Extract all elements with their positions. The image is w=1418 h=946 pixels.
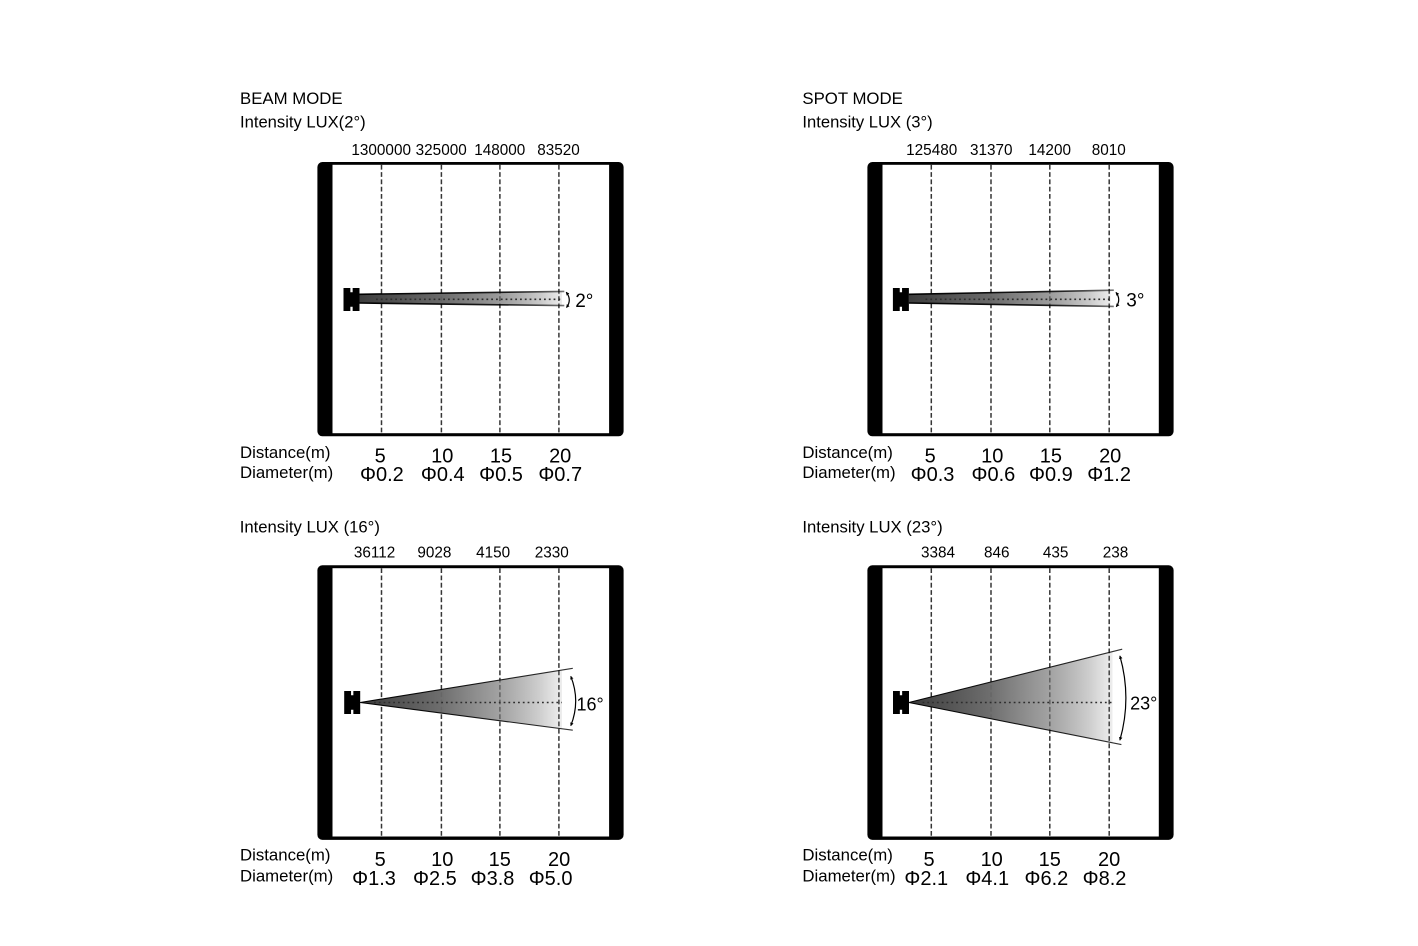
svg-text:20: 20 [1098, 849, 1120, 871]
svg-text:20: 20 [548, 849, 570, 871]
svg-text:36112: 36112 [354, 545, 395, 562]
svg-text:15: 15 [1039, 849, 1061, 871]
svg-text:83520: 83520 [537, 142, 580, 159]
svg-text:Φ0.9: Φ0.9 [1029, 464, 1073, 486]
svg-text:20: 20 [549, 446, 571, 468]
svg-text:BEAM MODE: BEAM MODE [240, 89, 343, 108]
svg-text:Diameter(m): Diameter(m) [802, 463, 895, 482]
svg-text:Distance(m): Distance(m) [802, 846, 892, 865]
svg-text:Diameter(m): Diameter(m) [240, 463, 333, 482]
svg-text:15: 15 [490, 446, 512, 468]
svg-text:5: 5 [924, 849, 935, 871]
svg-text:Φ0.6: Φ0.6 [972, 464, 1016, 486]
svg-text:20: 20 [1099, 446, 1121, 468]
svg-text:15: 15 [489, 849, 511, 871]
svg-text:Φ0.2: Φ0.2 [360, 464, 404, 486]
svg-text:Φ3.8: Φ3.8 [471, 868, 515, 890]
svg-text:Distance(m): Distance(m) [240, 443, 330, 462]
svg-text:Φ0.7: Φ0.7 [538, 464, 582, 486]
svg-text:1300000: 1300000 [351, 142, 411, 159]
svg-text:SPOT MODE: SPOT MODE [802, 89, 902, 108]
svg-text:Intensity LUX(2°): Intensity LUX(2°) [240, 112, 366, 131]
svg-text:125480: 125480 [906, 142, 957, 159]
svg-text:Φ6.2: Φ6.2 [1025, 868, 1069, 890]
svg-text:4150: 4150 [476, 545, 510, 562]
svg-text:325000: 325000 [416, 142, 467, 159]
svg-text:Φ4.1: Φ4.1 [965, 868, 1009, 890]
svg-text:3°: 3° [1126, 291, 1144, 312]
svg-text:Φ1.2: Φ1.2 [1087, 464, 1131, 486]
svg-text:435: 435 [1043, 545, 1069, 562]
svg-text:9028: 9028 [417, 545, 451, 562]
svg-text:8010: 8010 [1092, 142, 1126, 159]
svg-text:10: 10 [981, 446, 1003, 468]
svg-text:Φ1.3: Φ1.3 [352, 868, 396, 890]
svg-text:Distance(m): Distance(m) [240, 846, 330, 865]
svg-text:Diameter(m): Diameter(m) [240, 867, 333, 886]
svg-text:Intensity LUX (23°): Intensity LUX (23°) [802, 518, 942, 537]
svg-text:10: 10 [431, 849, 453, 871]
svg-text:31370: 31370 [970, 142, 1013, 159]
svg-text:10: 10 [981, 849, 1003, 871]
svg-text:23°: 23° [1130, 693, 1157, 713]
svg-text:Φ0.4: Φ0.4 [421, 464, 465, 486]
svg-text:10: 10 [431, 446, 453, 468]
svg-text:Diameter(m): Diameter(m) [802, 867, 895, 886]
svg-text:Intensity LUX (3°): Intensity LUX (3°) [802, 112, 932, 131]
svg-text:846: 846 [984, 545, 1010, 562]
svg-text:3384: 3384 [921, 545, 956, 562]
svg-text:2°: 2° [575, 291, 593, 312]
svg-text:2330: 2330 [535, 545, 569, 562]
svg-text:Intensity LUX (16°): Intensity LUX (16°) [240, 518, 380, 537]
svg-text:5: 5 [375, 849, 386, 871]
svg-text:Φ8.2: Φ8.2 [1083, 868, 1127, 890]
svg-text:Φ5.0: Φ5.0 [529, 868, 573, 890]
svg-text:5: 5 [375, 446, 386, 468]
svg-text:Φ2.1: Φ2.1 [904, 868, 948, 890]
svg-text:Φ0.5: Φ0.5 [479, 464, 523, 486]
svg-text:16°: 16° [577, 695, 604, 715]
svg-text:Φ0.3: Φ0.3 [911, 464, 955, 486]
svg-text:Distance(m): Distance(m) [802, 443, 892, 462]
svg-text:148000: 148000 [474, 142, 525, 159]
svg-text:238: 238 [1103, 545, 1129, 562]
svg-text:5: 5 [925, 446, 936, 468]
svg-text:14200: 14200 [1028, 142, 1071, 159]
svg-text:Φ2.5: Φ2.5 [413, 868, 457, 890]
svg-text:15: 15 [1040, 446, 1062, 468]
